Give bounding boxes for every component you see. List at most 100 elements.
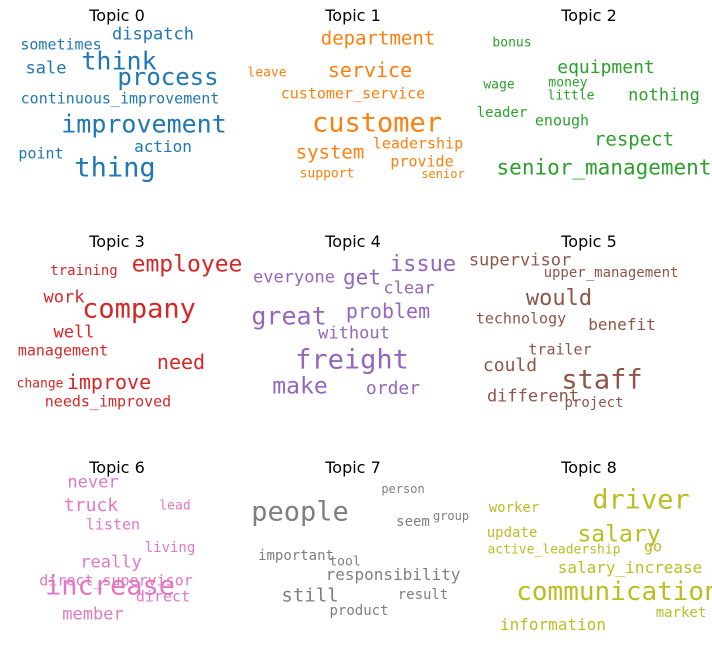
cloud-word: well <box>53 322 95 343</box>
cloud-word: improvement <box>61 109 227 139</box>
cloud-word: leader <box>476 105 528 121</box>
topic-title: Topic 6 <box>89 458 145 477</box>
cloud-word: salary <box>577 521 661 548</box>
cloud-word: money <box>548 75 588 91</box>
cloud-word: freight <box>295 344 409 376</box>
cloud-word: driver <box>592 484 690 516</box>
cloud-word: continuous_improvement <box>20 89 220 108</box>
cloud-word: employee <box>131 251 243 278</box>
cloud-word: staff <box>561 364 643 396</box>
topic-panel-3: Topic 3 employee training work company well ma… <box>2 228 243 433</box>
cloud-word: listen <box>85 515 141 534</box>
cloud-word: little <box>547 88 595 104</box>
cloud-word: thing <box>74 152 156 184</box>
cloud-word: point <box>18 144 64 163</box>
cloud-word: seem <box>396 514 430 530</box>
cloud-word: respect <box>593 128 675 151</box>
cloud-word: benefit <box>588 315 656 334</box>
cloud-word: people <box>251 496 349 528</box>
cloud-word: get <box>343 265 381 290</box>
cloud-word: customer <box>311 107 443 139</box>
cloud-word: active_leadership <box>487 542 621 558</box>
cloud-word: dispatch <box>112 24 194 45</box>
cloud-word: could <box>482 355 538 376</box>
cloud-word: sometimes <box>20 35 102 54</box>
cloud-word: group <box>432 509 470 523</box>
topic-title: Topic 4 <box>325 232 381 251</box>
cloud-word: need <box>156 350 206 374</box>
cloud-word: improve <box>66 370 152 394</box>
cloud-word: management <box>17 341 109 360</box>
topic-title: Topic 1 <box>325 6 381 25</box>
topic-panel-6: Topic 6 never truck lead listen living really d… <box>2 454 232 659</box>
cloud-word: problem <box>345 299 431 323</box>
cloud-word: member <box>62 604 124 625</box>
cloud-word: increase <box>44 570 176 602</box>
cloud-word: order <box>365 378 421 399</box>
cloud-word: training <box>50 263 118 279</box>
cloud-word: system <box>295 141 365 164</box>
cloud-word: update <box>486 525 538 541</box>
cloud-word: needs_improved <box>44 392 172 411</box>
cloud-word: upper_management <box>543 265 679 281</box>
cloud-word: responsibility <box>325 565 461 584</box>
cloud-word: truck <box>63 495 119 516</box>
cloud-word: great <box>251 301 327 331</box>
cloud-word: result <box>397 587 449 603</box>
topic-title: Topic 0 <box>89 6 145 25</box>
cloud-word: important <box>258 548 334 564</box>
cloud-word: different <box>486 386 580 407</box>
topic-panel-4: Topic 4 issue everyone get clear great problem… <box>238 228 468 433</box>
cloud-word: supervisor <box>468 250 572 271</box>
cloud-word: clear <box>383 278 435 299</box>
cloud-word: equipment <box>557 57 655 78</box>
topic-panel-1: Topic 1 department leave service customer_se… <box>238 2 468 207</box>
cloud-word: think <box>81 46 157 76</box>
cloud-word: service <box>327 58 413 82</box>
cloud-word: trailer <box>528 340 592 359</box>
cloud-word: customer_service <box>280 84 426 103</box>
cloud-word: leave <box>247 65 287 81</box>
cloud-word: change <box>16 376 64 392</box>
cloud-word: bonus <box>492 35 532 51</box>
cloud-word: senior_management <box>496 155 712 180</box>
topic-title: Topic 8 <box>561 458 617 477</box>
cloud-word: everyone <box>253 267 335 288</box>
cloud-word: action <box>134 137 192 156</box>
cloud-word: product <box>329 603 389 619</box>
cloud-word: living <box>144 540 196 556</box>
cloud-word: process <box>117 63 219 91</box>
cloud-word: direct <box>135 587 191 606</box>
cloud-word: technology <box>475 309 567 328</box>
cloud-word: salary_increase <box>557 558 703 577</box>
cloud-word: market <box>655 605 707 621</box>
cloud-word: issue <box>389 252 457 277</box>
cloud-word: direct_supervisor <box>39 571 193 590</box>
topic-title: Topic 7 <box>325 458 381 477</box>
cloud-word: nothing <box>628 85 700 106</box>
topic-title: Topic 3 <box>89 232 145 251</box>
cloud-word: work <box>43 287 85 308</box>
cloud-word: sale <box>25 58 67 79</box>
cloud-word: leadership <box>372 134 464 153</box>
cloud-word: information <box>500 615 606 634</box>
cloud-word: go <box>643 537 663 556</box>
cloud-word: would <box>525 286 593 311</box>
topic-title: Topic 2 <box>561 6 617 25</box>
topic-panel-0: Topic 0 dispatch think sometimes sale process… <box>2 2 232 207</box>
topic-panel-8: Topic 8 driver worker salary update active_le… <box>474 454 712 659</box>
cloud-word: still <box>281 584 339 607</box>
cloud-word: really <box>80 552 142 573</box>
cloud-word: never <box>67 472 119 493</box>
cloud-word: make <box>272 373 328 400</box>
topic-panel-7: Topic 7 person people seem group important too… <box>238 454 470 659</box>
cloud-word: senior <box>421 167 465 181</box>
cloud-word: wage <box>483 77 515 93</box>
cloud-word: company <box>82 293 196 325</box>
cloud-word: tool <box>329 554 361 570</box>
cloud-word: project <box>564 395 624 411</box>
cloud-word: person <box>381 482 425 496</box>
cloud-word: department <box>320 27 436 50</box>
topic-title: Topic 5 <box>561 232 617 251</box>
